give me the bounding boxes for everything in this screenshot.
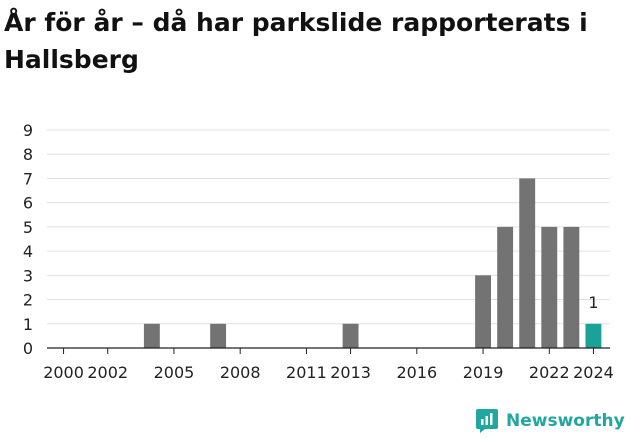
y-tick-label: 7 <box>23 169 33 188</box>
x-tick-label: 2011 <box>286 363 327 382</box>
bar <box>519 178 536 348</box>
y-tick-label: 5 <box>23 218 33 237</box>
y-tick-label: 3 <box>23 266 33 285</box>
y-axis-ticks: 0 1 2 3 4 5 6 7 8 9 <box>23 121 33 358</box>
x-tick-label: 2016 <box>396 363 437 382</box>
y-tick-label: 4 <box>23 242 33 261</box>
x-tick-label: 2013 <box>330 363 371 382</box>
x-tick-label: 2005 <box>154 363 195 382</box>
x-tick-label: 2002 <box>87 363 128 382</box>
bar <box>143 323 160 348</box>
y-tick-label: 8 <box>23 145 33 164</box>
bar <box>563 226 580 348</box>
x-tick-label: 2024 <box>573 363 614 382</box>
y-tick-label: 2 <box>23 291 33 310</box>
y-tick-label: 9 <box>23 121 33 140</box>
bar <box>497 226 514 348</box>
bar <box>585 323 602 348</box>
gridlines <box>47 129 610 349</box>
newsworthy-logo-icon <box>476 409 498 433</box>
chart-title: År för år – då har parkslide rapporterat… <box>4 8 588 74</box>
bar <box>541 226 558 348</box>
bars <box>143 178 602 348</box>
y-tick-label: 6 <box>23 194 33 213</box>
y-tick-label: 1 <box>23 315 33 334</box>
bar <box>342 323 359 348</box>
x-tick-label: 2022 <box>529 363 570 382</box>
data-label: 1 <box>588 293 598 312</box>
newsworthy-logo: Newsworthy <box>476 408 625 434</box>
y-tick-label: 0 <box>23 339 33 358</box>
bar <box>475 275 491 348</box>
x-tick-label: 2008 <box>220 363 261 382</box>
data-labels: 1 <box>588 293 598 312</box>
x-axis-ticks: 2000 2002 2005 2008 2011 2013 2016 2019 2022 2024 <box>43 348 614 382</box>
x-tick-label: 2000 <box>43 363 84 382</box>
x-tick-label: 2019 <box>463 363 504 382</box>
newsworthy-logo-text: Newsworthy <box>506 411 625 431</box>
bar <box>210 323 227 348</box>
